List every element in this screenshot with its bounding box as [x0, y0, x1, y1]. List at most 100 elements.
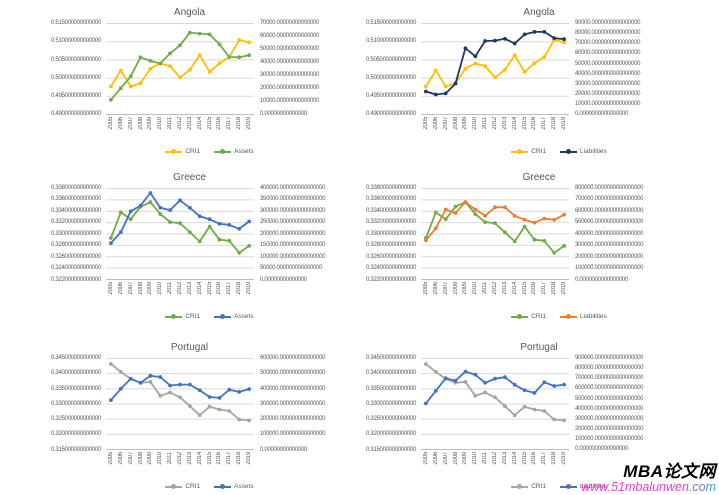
y-axis-right: 600000.000000000000000 500000.00000000000…: [254, 355, 359, 453]
y-axis-label-right: 250000.000000000000000: [260, 219, 326, 226]
y-axis-label-right: 20000.00000000000000: [260, 85, 320, 92]
data-point-liabilities: [532, 391, 537, 395]
data-point-cri1: [522, 70, 527, 74]
legend-label: CRI1: [185, 313, 201, 320]
data-point-liabilities: [453, 211, 458, 215]
y-axis-label-left: 0.495000000000000: [366, 93, 416, 100]
x-axis-tick: 2018: [234, 452, 244, 480]
data-point-assets: [207, 32, 212, 37]
data-point-cri1: [178, 221, 182, 226]
legend-label: Assets: [234, 313, 254, 320]
legend-dot-icon: [171, 484, 177, 489]
data-point-liabilities: [512, 213, 517, 218]
data-point-liabilities: [562, 37, 566, 42]
watermark: MBA论文网 www.51mbalunwen.com: [581, 462, 716, 495]
y-axis-label-left: 0.515000000000000: [366, 20, 416, 26]
y-axis-label-left: 0.324000000000000: [366, 265, 416, 272]
data-point-cri1: [168, 390, 172, 395]
x-axis-tick: 2005: [106, 282, 116, 310]
x-axis-tick: 2010: [470, 282, 480, 310]
y-axis-label-left: 0.330000000000000: [51, 230, 101, 237]
y-axis-label-right: 0.0000000000000000: [575, 446, 628, 453]
data-point-liabilities: [532, 30, 537, 34]
legend-line-icon: [165, 149, 183, 154]
x-axis-tick: 2013: [500, 117, 510, 145]
x-axis-tick: 2014: [195, 452, 205, 480]
x-axis-tick: 2018: [549, 282, 559, 310]
legend-dot-icon: [566, 314, 572, 319]
data-point-cri1: [493, 75, 497, 80]
x-axis-tick: 2010: [155, 452, 165, 480]
x-axis-tick: 2015: [205, 282, 215, 310]
data-point-liabilities: [473, 372, 478, 377]
data-point-assets: [227, 55, 232, 59]
data-point-cri1: [247, 418, 252, 423]
x-axis-label: 2012: [491, 282, 498, 295]
legend-dot-icon: [171, 314, 177, 319]
x-axis-tick: 2009: [460, 452, 470, 480]
y-axis-label-left: 0.320000000000000: [51, 431, 101, 438]
x-axis-tick: 2018: [234, 282, 244, 310]
y-axis-right: 400000.000000000000000 350000.00000000000…: [254, 185, 359, 283]
data-point-cri1: [128, 217, 133, 222]
data-point-cri1: [503, 404, 507, 408]
y-axis-label-left: 0.335000000000000: [366, 385, 416, 392]
legend-dot-icon: [220, 149, 226, 154]
legend-item-assets: Assets: [214, 483, 254, 490]
y-axis-label-left: 0.490000000000000: [366, 111, 416, 118]
data-point-assets: [197, 388, 202, 393]
data-point-cri1: [542, 238, 547, 243]
x-axis-tick: 2006: [116, 282, 126, 310]
y-axis-label-right: 150000.000000000000000: [260, 242, 326, 249]
y-axis-label-right: 40000.0000000000000000: [575, 70, 641, 77]
legend-label: Liabilities: [580, 313, 607, 320]
data-point-assets: [217, 396, 222, 400]
y-axis-label-left: 0.336000000000000: [51, 196, 101, 203]
data-point-assets: [188, 382, 192, 387]
data-point-cri1: [178, 75, 182, 80]
x-axis-label: 2011: [167, 452, 174, 465]
data-point-liabilities: [443, 207, 448, 212]
x-axis-label: 2017: [541, 282, 548, 295]
data-point-liabilities: [542, 30, 547, 34]
x-axis-tick: 2013: [500, 452, 510, 480]
x-axis-tick: 2016: [214, 452, 224, 480]
data-point-cri1: [542, 409, 547, 413]
data-point-assets: [148, 191, 153, 195]
data-point-cri1: [148, 380, 153, 384]
legend-line-icon: [560, 484, 578, 489]
data-point-assets: [227, 387, 232, 392]
y-axis-label-right: 700000.0000000000000000: [575, 196, 644, 203]
x-axis-label: 2006: [432, 282, 439, 295]
data-point-liabilities: [433, 389, 438, 393]
x-axis-label: 2008: [452, 282, 459, 295]
x-axis-label: 2013: [186, 282, 193, 295]
x-axis-label: 2016: [216, 117, 223, 130]
y-axis-label-right: 100000.000000000000000: [260, 431, 326, 438]
data-point-cri1: [227, 238, 232, 243]
data-point-assets: [207, 395, 212, 399]
y-axis-right: 70000.00000000000000 60000.00000000000000…: [254, 20, 359, 118]
x-axis-label: 2013: [186, 117, 193, 130]
data-point-cri1: [493, 395, 497, 400]
y-axis-label-right: 500000.0000000000000000: [575, 219, 644, 226]
data-point-cri1: [197, 53, 202, 58]
legend-line-icon: [511, 314, 529, 319]
y-axis-label-right: 50000.00000000000000: [260, 46, 320, 53]
data-point-assets: [118, 86, 123, 91]
data-point-assets: [168, 51, 172, 56]
x-axis-label: 2019: [560, 452, 567, 465]
data-point-assets: [118, 230, 123, 235]
y-axis-label-right: 0.0000000000000000: [575, 111, 628, 118]
y-axis-label-left: 0.345000000000000: [51, 355, 101, 361]
data-point-assets: [217, 42, 222, 47]
data-point-cri1: [542, 55, 547, 59]
data-point-cri1: [483, 390, 487, 395]
x-axis-label: 2006: [432, 117, 439, 130]
x-axis-label: 2009: [147, 452, 154, 465]
x-axis-label: 2015: [521, 117, 528, 130]
data-point-cri1: [424, 84, 428, 89]
legend-label: Liabilities: [580, 148, 607, 155]
x-axis-label: 2017: [226, 452, 233, 465]
legend-label: CRI1: [531, 483, 547, 490]
